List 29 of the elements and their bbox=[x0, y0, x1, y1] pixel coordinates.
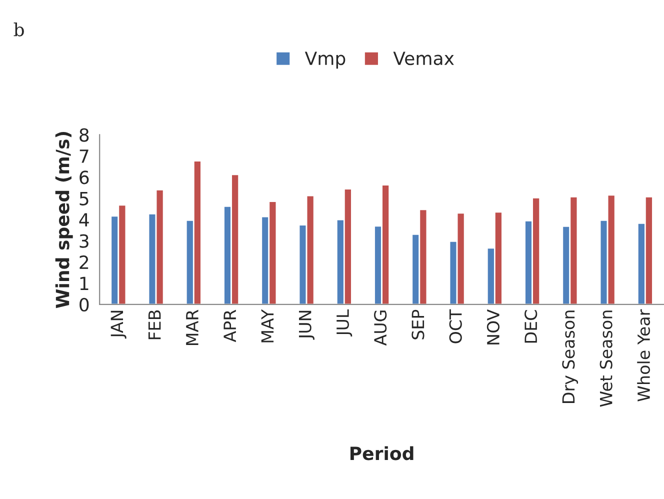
x-tick-label: DEC bbox=[524, 310, 538, 343]
x-tick-label: Wet Season bbox=[600, 310, 612, 407]
x-tick-label: JAN bbox=[110, 310, 126, 339]
x-axis-title: Period bbox=[350, 446, 414, 460]
chart-title: b bbox=[14, 22, 24, 36]
x-tick-label: JUN bbox=[298, 310, 314, 340]
x-tick-label: JUL bbox=[336, 309, 352, 337]
x-tick-label: Dry Season bbox=[562, 310, 578, 403]
x-tick-label: Whole Year bbox=[637, 309, 650, 402]
x-tick-label: SEP bbox=[412, 310, 424, 340]
y-tick-label: 8 bbox=[80, 128, 89, 142]
x-tick-label: APR bbox=[224, 310, 236, 342]
x-tick-label: OCT bbox=[449, 309, 462, 344]
y-tick-label: 6 bbox=[80, 170, 89, 184]
y-tick-label: 5 bbox=[80, 192, 88, 206]
x-tick-label: NOV bbox=[486, 309, 500, 344]
y-axis-title: Wind speed (m/s) bbox=[55, 132, 73, 308]
legend-label: Vmp bbox=[304, 52, 346, 69]
legend-label: Vemax bbox=[393, 52, 454, 66]
x-tick-label: AUG bbox=[374, 310, 387, 346]
y-tick-label: 3 bbox=[80, 234, 88, 248]
x-tick-label: MAR bbox=[186, 310, 198, 345]
x-tick-label: FEB bbox=[148, 310, 161, 340]
y-tick-label: 1 bbox=[80, 276, 88, 290]
y-tick-label: 0 bbox=[80, 298, 89, 312]
x-tick-label: MAY bbox=[261, 309, 274, 342]
y-tick-label: 2 bbox=[80, 255, 88, 269]
y-tick-label: 4 bbox=[79, 213, 89, 226]
y-tick-label: 7 bbox=[80, 150, 88, 163]
